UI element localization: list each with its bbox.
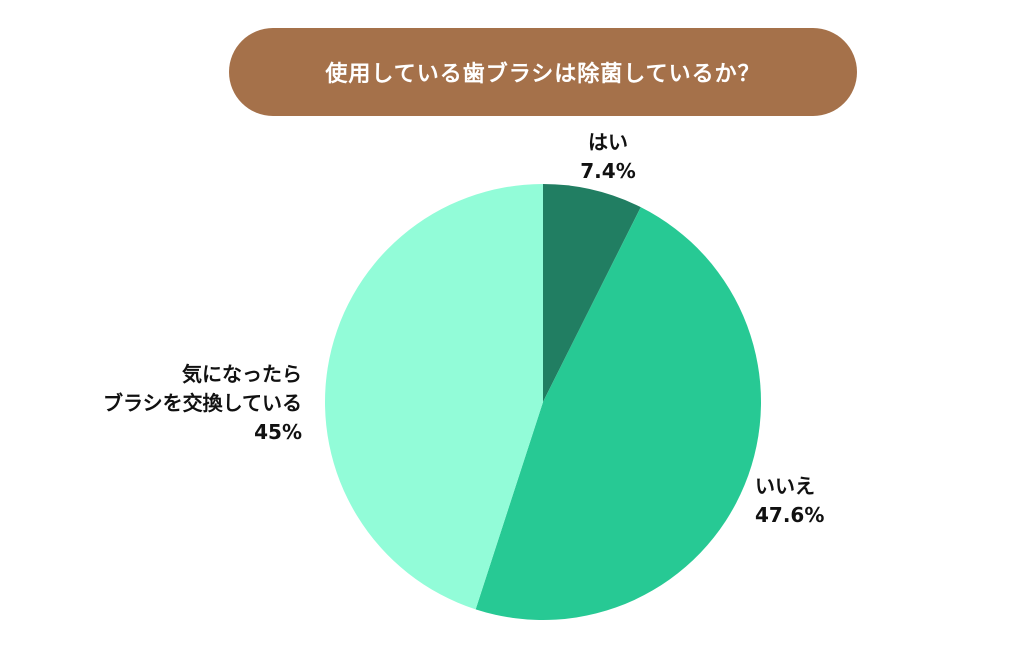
- value-label: 47.6%: [755, 503, 825, 527]
- slice-label: いいえ 47.6%: [755, 472, 824, 530]
- chart-title: 使用している歯ブラシは除菌しているか？: [325, 62, 761, 87]
- category-label: 気になったら ブラシを交換している: [103, 362, 302, 415]
- pie-slice: [543, 184, 641, 402]
- slice-label: 気になったら ブラシを交換している 45%: [40, 360, 302, 447]
- title-banner: 使用している歯ブラシは除菌しているか？: [229, 28, 857, 116]
- category-label: いいえ: [755, 474, 815, 498]
- pie-slice: [475, 207, 761, 620]
- slice-label: はい 7.4%: [578, 128, 638, 186]
- category-label: はい: [588, 130, 628, 154]
- pie-slice: [325, 184, 543, 610]
- value-label: 7.4%: [580, 159, 636, 183]
- value-label: 45%: [254, 420, 302, 444]
